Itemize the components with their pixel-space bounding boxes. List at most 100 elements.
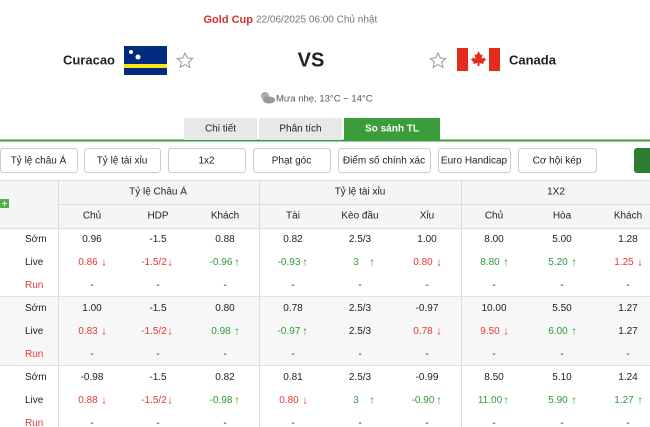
tab-label: So sánh TL xyxy=(365,124,419,135)
filter-button[interactable] xyxy=(84,148,161,173)
odds-value: 0.80 xyxy=(215,303,235,314)
odds-value: 11.00 xyxy=(478,395,503,406)
column-header: Khách xyxy=(614,211,642,222)
tab-label: Phân tích xyxy=(279,124,321,135)
group-header: Tỷ lệ tài xỉu xyxy=(335,186,386,198)
filter-button[interactable] xyxy=(338,148,431,173)
match-bg xyxy=(0,366,650,427)
odds-value: 1.00 xyxy=(417,234,437,245)
filter-button[interactable] xyxy=(253,148,331,173)
row-label: Sớm xyxy=(25,372,47,383)
odds-value: -1.5/2 xyxy=(141,326,167,337)
odds-value: 0.88 xyxy=(215,234,235,245)
trend-arrow: ↑ xyxy=(234,394,240,406)
trend-arrow: ↑ xyxy=(302,325,308,337)
filter-button-label: Tỷ lệ tài xỉu xyxy=(97,155,148,167)
filter-button[interactable] xyxy=(518,148,597,173)
odds-value: 1.27 xyxy=(614,395,634,406)
odds-value: 5.00 xyxy=(552,234,572,245)
odds-value: 0.82 xyxy=(283,234,303,245)
odds-value: -0.98 xyxy=(81,372,104,383)
odds-value: 0.86 xyxy=(78,257,98,268)
odds-value: - xyxy=(626,280,629,291)
expand-plus: + xyxy=(2,198,7,208)
trend-arrow: ↓ xyxy=(167,394,173,406)
home-flag xyxy=(124,46,167,75)
odds-value: 10.00 xyxy=(481,303,506,314)
odds-value: 8.50 xyxy=(484,372,504,383)
trend-arrow: ↑ xyxy=(503,394,509,406)
trend-arrow: ↑ xyxy=(436,394,442,406)
row-label: Run xyxy=(25,349,43,360)
weather-icon xyxy=(261,92,275,104)
filter-button[interactable] xyxy=(168,148,246,173)
tab-label: Chi tiết xyxy=(205,123,236,135)
odds-value: - xyxy=(156,418,159,427)
odds-value: 1.28 xyxy=(618,234,638,245)
more-button[interactable] xyxy=(634,148,650,173)
trend-arrow: ↓ xyxy=(637,256,643,268)
odds-value: 0.82 xyxy=(215,372,235,383)
column-header: Xỉu xyxy=(420,210,434,222)
trend-arrow: ↓ xyxy=(167,325,173,337)
tab[interactable] xyxy=(259,118,342,140)
odds-value: - xyxy=(560,349,563,360)
filter-button-label: Cơ hội kép xyxy=(533,156,582,167)
column-header: Tài xyxy=(286,211,300,222)
column-header: Hòa xyxy=(553,211,572,222)
expand-icon[interactable] xyxy=(0,199,9,208)
odds-value: -1.5 xyxy=(149,372,167,383)
odds-value: - xyxy=(90,418,93,427)
filter-button[interactable] xyxy=(0,148,78,173)
odds-value: 9.50 xyxy=(480,326,500,337)
trend-arrow: ↑ xyxy=(571,325,577,337)
odds-value: 5.10 xyxy=(552,372,572,383)
favorite-home[interactable] xyxy=(176,51,194,69)
home-team: Curacao xyxy=(63,52,115,67)
odds-value: 0.83 xyxy=(78,326,98,337)
odds-value: 0.98 xyxy=(211,326,231,337)
odds-value: 0.80 xyxy=(413,257,433,268)
odds-value: 2.5/3 xyxy=(349,234,372,245)
trend-arrow: ↓ xyxy=(436,325,442,337)
odds-value: - xyxy=(223,418,226,427)
favorite-away[interactable] xyxy=(429,51,447,69)
odds-value: 0.78 xyxy=(413,326,433,337)
odds-value: 2.5/3 xyxy=(349,372,372,383)
odds-value: 0.80 xyxy=(279,395,299,406)
odds-value: -0.90 xyxy=(412,395,435,406)
odds-value: 8.00 xyxy=(484,234,504,245)
league: Gold Cup xyxy=(204,14,254,26)
row-label: Run xyxy=(25,418,43,427)
row-label: Live xyxy=(25,326,44,337)
odds-value: - xyxy=(90,280,93,291)
odds-value: 5.20 xyxy=(548,257,568,268)
odds-value: 2.5/3 xyxy=(349,303,372,314)
filter-button[interactable] xyxy=(438,148,511,173)
odds-value: 1.27 xyxy=(618,303,638,314)
odds-value: - xyxy=(425,349,428,360)
filter-button-label: Điểm số chính xác xyxy=(343,155,425,167)
filter-button-label: 1x2 xyxy=(198,156,215,167)
match-bg xyxy=(0,297,650,366)
odds-value: - xyxy=(626,418,629,427)
group-header: 1X2 xyxy=(547,187,565,198)
odds-value: - xyxy=(425,280,428,291)
filter-button-label: Tỷ lệ châu Á xyxy=(11,154,67,167)
tab[interactable] xyxy=(184,118,257,140)
group-header: Tỷ lệ Châu Á xyxy=(129,185,187,198)
trend-arrow: ↑ xyxy=(503,256,509,268)
vs: VS xyxy=(298,49,325,71)
odds-value: -0.97 xyxy=(416,303,439,314)
odds-value: -1.5 xyxy=(149,234,167,245)
odds-value: - xyxy=(291,280,294,291)
away-team: Canada xyxy=(509,52,557,67)
trend-arrow: ↑ xyxy=(369,394,375,406)
trend-arrow: ↓ xyxy=(436,256,442,268)
tab[interactable] xyxy=(344,118,440,140)
odds-value: -0.93 xyxy=(278,257,301,268)
odds-value: 0.81 xyxy=(283,372,303,383)
match-bg xyxy=(0,228,650,297)
odds-value: - xyxy=(626,349,629,360)
trend-arrow: ↑ xyxy=(302,256,308,268)
